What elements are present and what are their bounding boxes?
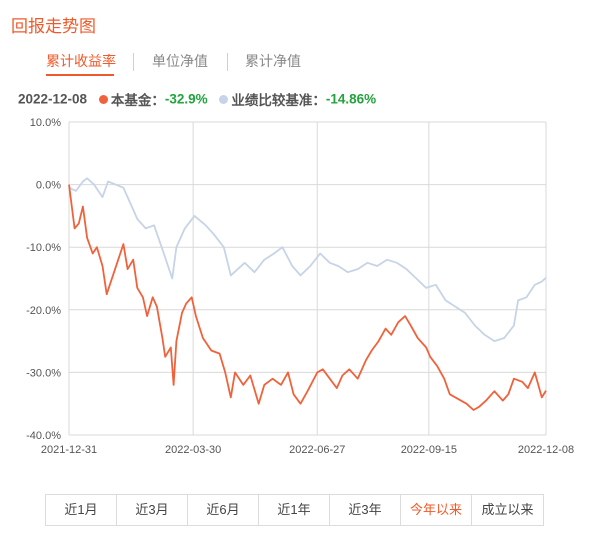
page-title: 回报走势图 [11,17,96,36]
chart-legend: 2022-12-08 本基金：-32.9% 业绩比较基准：-14.86% [18,89,376,109]
x-tick-label: 2021-12-31 [41,444,97,455]
series-line-本基金 [68,184,547,411]
chart-series [68,177,547,411]
legend-benchmark-value: -14.86% [325,91,377,107]
legend-benchmark-label: 业绩比较基准： [231,93,326,108]
y-tick-label: -40.0% [26,430,61,442]
series-line-业绩比较基准 [68,177,547,342]
tab-active-underline [46,74,114,76]
legend-date: 2022-12-08 [18,91,88,107]
legend-fund-value: -32.9% [164,91,208,107]
x-axis-ticks: 2021-12-31 2022-03-30 2022-06-27 2022-09-15… [41,444,574,455]
range-6m-button[interactable]: 近6月 [188,495,259,525]
y-axis-ticks: 10.0% 0.0% -10.0% -20.0% -30.0% -40.0% [26,117,61,442]
tab-unit-nav[interactable]: 单位净值 [152,53,208,69]
tab-cumulative-return[interactable]: 累计收益率 [46,53,116,69]
x-tick-label: 2022-03-30 [165,444,221,455]
y-tick-label: -20.0% [26,305,61,317]
y-tick-label: 0.0% [36,180,61,192]
y-tick-label: 10.0% [30,117,61,129]
benchmark-legend-dot [219,94,229,104]
range-1y-button[interactable]: 近1年 [259,495,330,525]
tab-divider [133,53,134,71]
x-tick-label: 2022-12-08 [518,444,574,455]
chart-grid [68,121,547,436]
range-3y-button[interactable]: 近3年 [330,495,401,525]
x-tick-label: 2022-06-27 [289,444,345,455]
y-tick-label: -10.0% [26,242,61,254]
x-tick-label: 2022-09-15 [401,444,457,455]
range-3m-button[interactable]: 近3月 [117,495,188,525]
range-ytd-button[interactable]: 今年以来 [401,495,472,525]
return-line-chart[interactable]: 10.0% 0.0% -10.0% -20.0% -30.0% -40.0% 2021-1… [0,110,601,455]
y-tick-label: -30.0% [26,367,61,379]
range-1m-button[interactable]: 近1月 [46,495,117,525]
range-since-inception-button[interactable]: 成立以来 [481,502,534,517]
tab-accumulated-nav[interactable]: 累计净值 [245,53,301,69]
fund-legend-dot [98,94,108,104]
legend-fund-label: 本基金： [110,93,165,108]
time-range-selector: 近1月 近3月 近6月 近1年 近3年 今年以来 成立以来 [45,494,544,526]
tab-divider [227,53,228,71]
